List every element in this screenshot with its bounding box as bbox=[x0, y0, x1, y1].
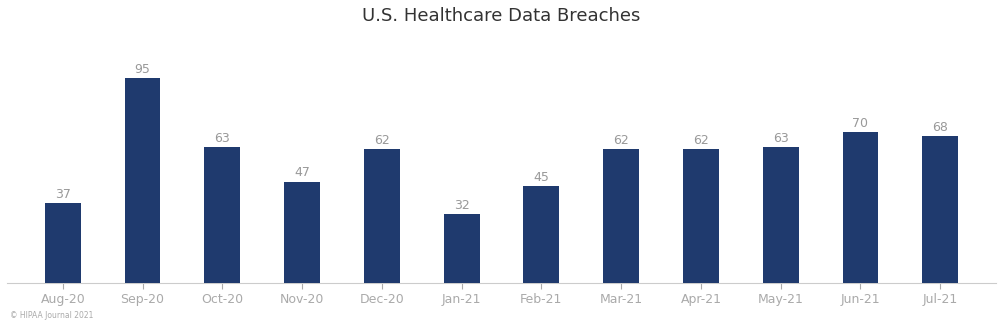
Bar bbox=[124, 78, 160, 283]
Text: 70: 70 bbox=[852, 117, 868, 130]
Bar bbox=[922, 136, 957, 283]
Text: 63: 63 bbox=[772, 132, 788, 145]
Text: © HIPAA Journal 2021: © HIPAA Journal 2021 bbox=[10, 311, 93, 320]
Bar bbox=[762, 147, 798, 283]
Bar bbox=[842, 132, 878, 283]
Text: 68: 68 bbox=[931, 121, 947, 134]
Text: 62: 62 bbox=[692, 134, 708, 147]
Bar bbox=[602, 149, 638, 283]
Text: 47: 47 bbox=[294, 166, 310, 179]
Text: 37: 37 bbox=[55, 188, 71, 201]
Bar bbox=[284, 182, 320, 283]
Bar bbox=[443, 214, 479, 283]
Bar bbox=[364, 149, 400, 283]
Text: 95: 95 bbox=[134, 63, 150, 76]
Text: 32: 32 bbox=[453, 199, 469, 212]
Bar bbox=[204, 147, 240, 283]
Text: 63: 63 bbox=[214, 132, 230, 145]
Text: 45: 45 bbox=[533, 171, 549, 184]
Text: 62: 62 bbox=[612, 134, 628, 147]
Bar bbox=[45, 203, 80, 283]
Bar bbox=[682, 149, 718, 283]
Title: U.S. Healthcare Data Breaches: U.S. Healthcare Data Breaches bbox=[362, 7, 640, 25]
Bar bbox=[523, 186, 559, 283]
Text: 62: 62 bbox=[374, 134, 390, 147]
